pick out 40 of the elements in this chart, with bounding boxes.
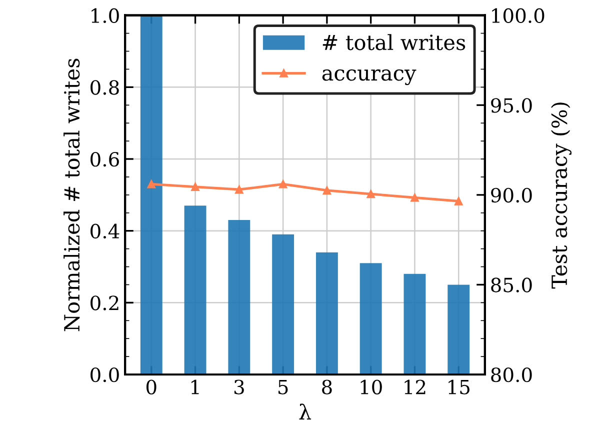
point [147, 180, 156, 188]
point [191, 182, 200, 191]
y-tick-label: 0.2 [90, 296, 118, 310]
point [235, 185, 244, 194]
x-axis-title: λ [299, 404, 312, 420]
x-tick-label: 15 [448, 380, 470, 394]
bar [184, 206, 206, 374]
y2-axis-title: Test accuracy (%) [551, 102, 572, 289]
y2-tick-label: 85.0 [491, 278, 532, 292]
y-tick-label: 0.0 [90, 367, 119, 382]
x-tick-label: 0 [146, 380, 156, 394]
bar [140, 15, 162, 374]
x-tick-label: 3 [234, 380, 244, 394]
y-tick-label: 0.8 [90, 80, 119, 95]
point [278, 180, 288, 188]
point [454, 197, 463, 206]
y2-tick-label: 100.0 [492, 8, 544, 23]
bar [272, 234, 294, 374]
bar [316, 252, 338, 374]
bar [404, 274, 426, 374]
bar [360, 263, 382, 374]
x-tick-label: 8 [322, 380, 332, 394]
x-tick-label: 5 [278, 380, 288, 394]
point [366, 190, 375, 198]
legend-label: # total writes [322, 34, 466, 50]
y-tick-label: 1.0 [92, 8, 119, 23]
y2-tick-label: 90.0 [491, 188, 532, 203]
y-tick-label: 0.4 [90, 224, 120, 238]
x-tick-label: 1 [191, 380, 199, 394]
point [322, 186, 332, 195]
point [410, 193, 419, 202]
x-tick-label: 10 [360, 380, 382, 394]
legend-label: accuracy [322, 69, 416, 86]
bar [228, 220, 250, 374]
bar [448, 284, 470, 374]
y2-tick-label: 80.0 [491, 367, 532, 382]
y2-tick-label: 95.0 [491, 98, 532, 113]
y-axis-title: Normalized # total writes [64, 58, 80, 332]
x-tick-label: 12 [404, 380, 426, 394]
y-tick-label: 0.6 [90, 152, 119, 167]
